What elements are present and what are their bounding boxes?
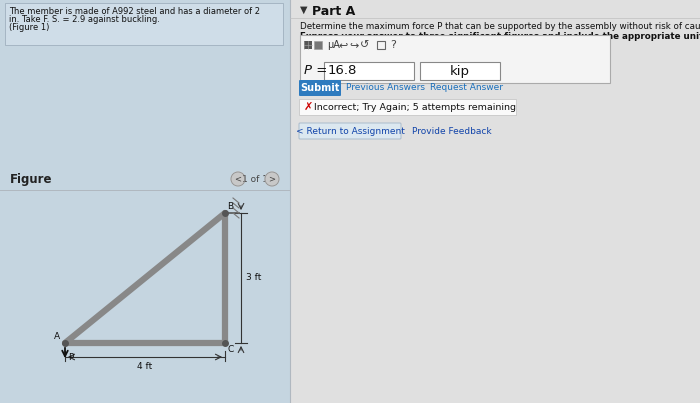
Text: 4 ft: 4 ft	[137, 362, 153, 371]
Text: Incorrect; Try Again; 5 attempts remaining: Incorrect; Try Again; 5 attempts remaini…	[314, 102, 516, 112]
Circle shape	[265, 172, 279, 186]
Text: The member is made of A992 steel and has a diameter of 2: The member is made of A992 steel and has…	[9, 7, 260, 16]
Text: ✗: ✗	[304, 102, 314, 112]
Text: Submit: Submit	[300, 83, 340, 93]
Text: ↪: ↪	[349, 40, 358, 50]
FancyBboxPatch shape	[304, 41, 312, 49]
Text: A: A	[54, 332, 60, 341]
FancyBboxPatch shape	[290, 0, 700, 403]
Text: Request Answer: Request Answer	[430, 83, 503, 93]
FancyBboxPatch shape	[5, 3, 283, 45]
Text: ↩: ↩	[338, 40, 348, 50]
FancyBboxPatch shape	[299, 80, 341, 96]
Text: B: B	[227, 202, 233, 211]
Text: 16.8: 16.8	[328, 64, 358, 77]
Circle shape	[231, 172, 245, 186]
Text: ↺: ↺	[360, 40, 370, 50]
Text: in. Take F. S. = 2.9 against buckling.: in. Take F. S. = 2.9 against buckling.	[9, 15, 160, 24]
FancyBboxPatch shape	[420, 62, 500, 80]
Text: Determine the maximum force P that can be supported by the assembly without risk: Determine the maximum force P that can b…	[300, 22, 700, 31]
FancyBboxPatch shape	[299, 99, 516, 115]
FancyBboxPatch shape	[300, 35, 610, 83]
Text: ▼: ▼	[300, 5, 307, 15]
Text: 3 ft: 3 ft	[246, 274, 261, 283]
Text: kip: kip	[450, 64, 470, 77]
Text: <: <	[234, 174, 241, 183]
Text: Part A: Part A	[312, 5, 355, 18]
Text: µA: µA	[327, 40, 340, 50]
Text: ?: ?	[390, 40, 396, 50]
Text: P =: P =	[304, 64, 328, 77]
Text: Figure: Figure	[10, 172, 52, 185]
FancyBboxPatch shape	[314, 41, 322, 49]
FancyBboxPatch shape	[299, 123, 401, 139]
Text: Previous Answers: Previous Answers	[346, 83, 425, 93]
Text: (Figure 1): (Figure 1)	[9, 23, 50, 32]
Text: P: P	[68, 353, 74, 361]
FancyBboxPatch shape	[0, 0, 290, 403]
Text: C: C	[227, 345, 233, 354]
Text: 1 of 1: 1 of 1	[242, 174, 268, 183]
Text: < Return to Assignment: < Return to Assignment	[295, 127, 405, 135]
Text: >: >	[269, 174, 276, 183]
FancyBboxPatch shape	[324, 62, 414, 80]
Text: Express your answer to three significant figures and include the appropriate uni: Express your answer to three significant…	[300, 32, 700, 41]
Text: Provide Feedback: Provide Feedback	[412, 127, 491, 135]
